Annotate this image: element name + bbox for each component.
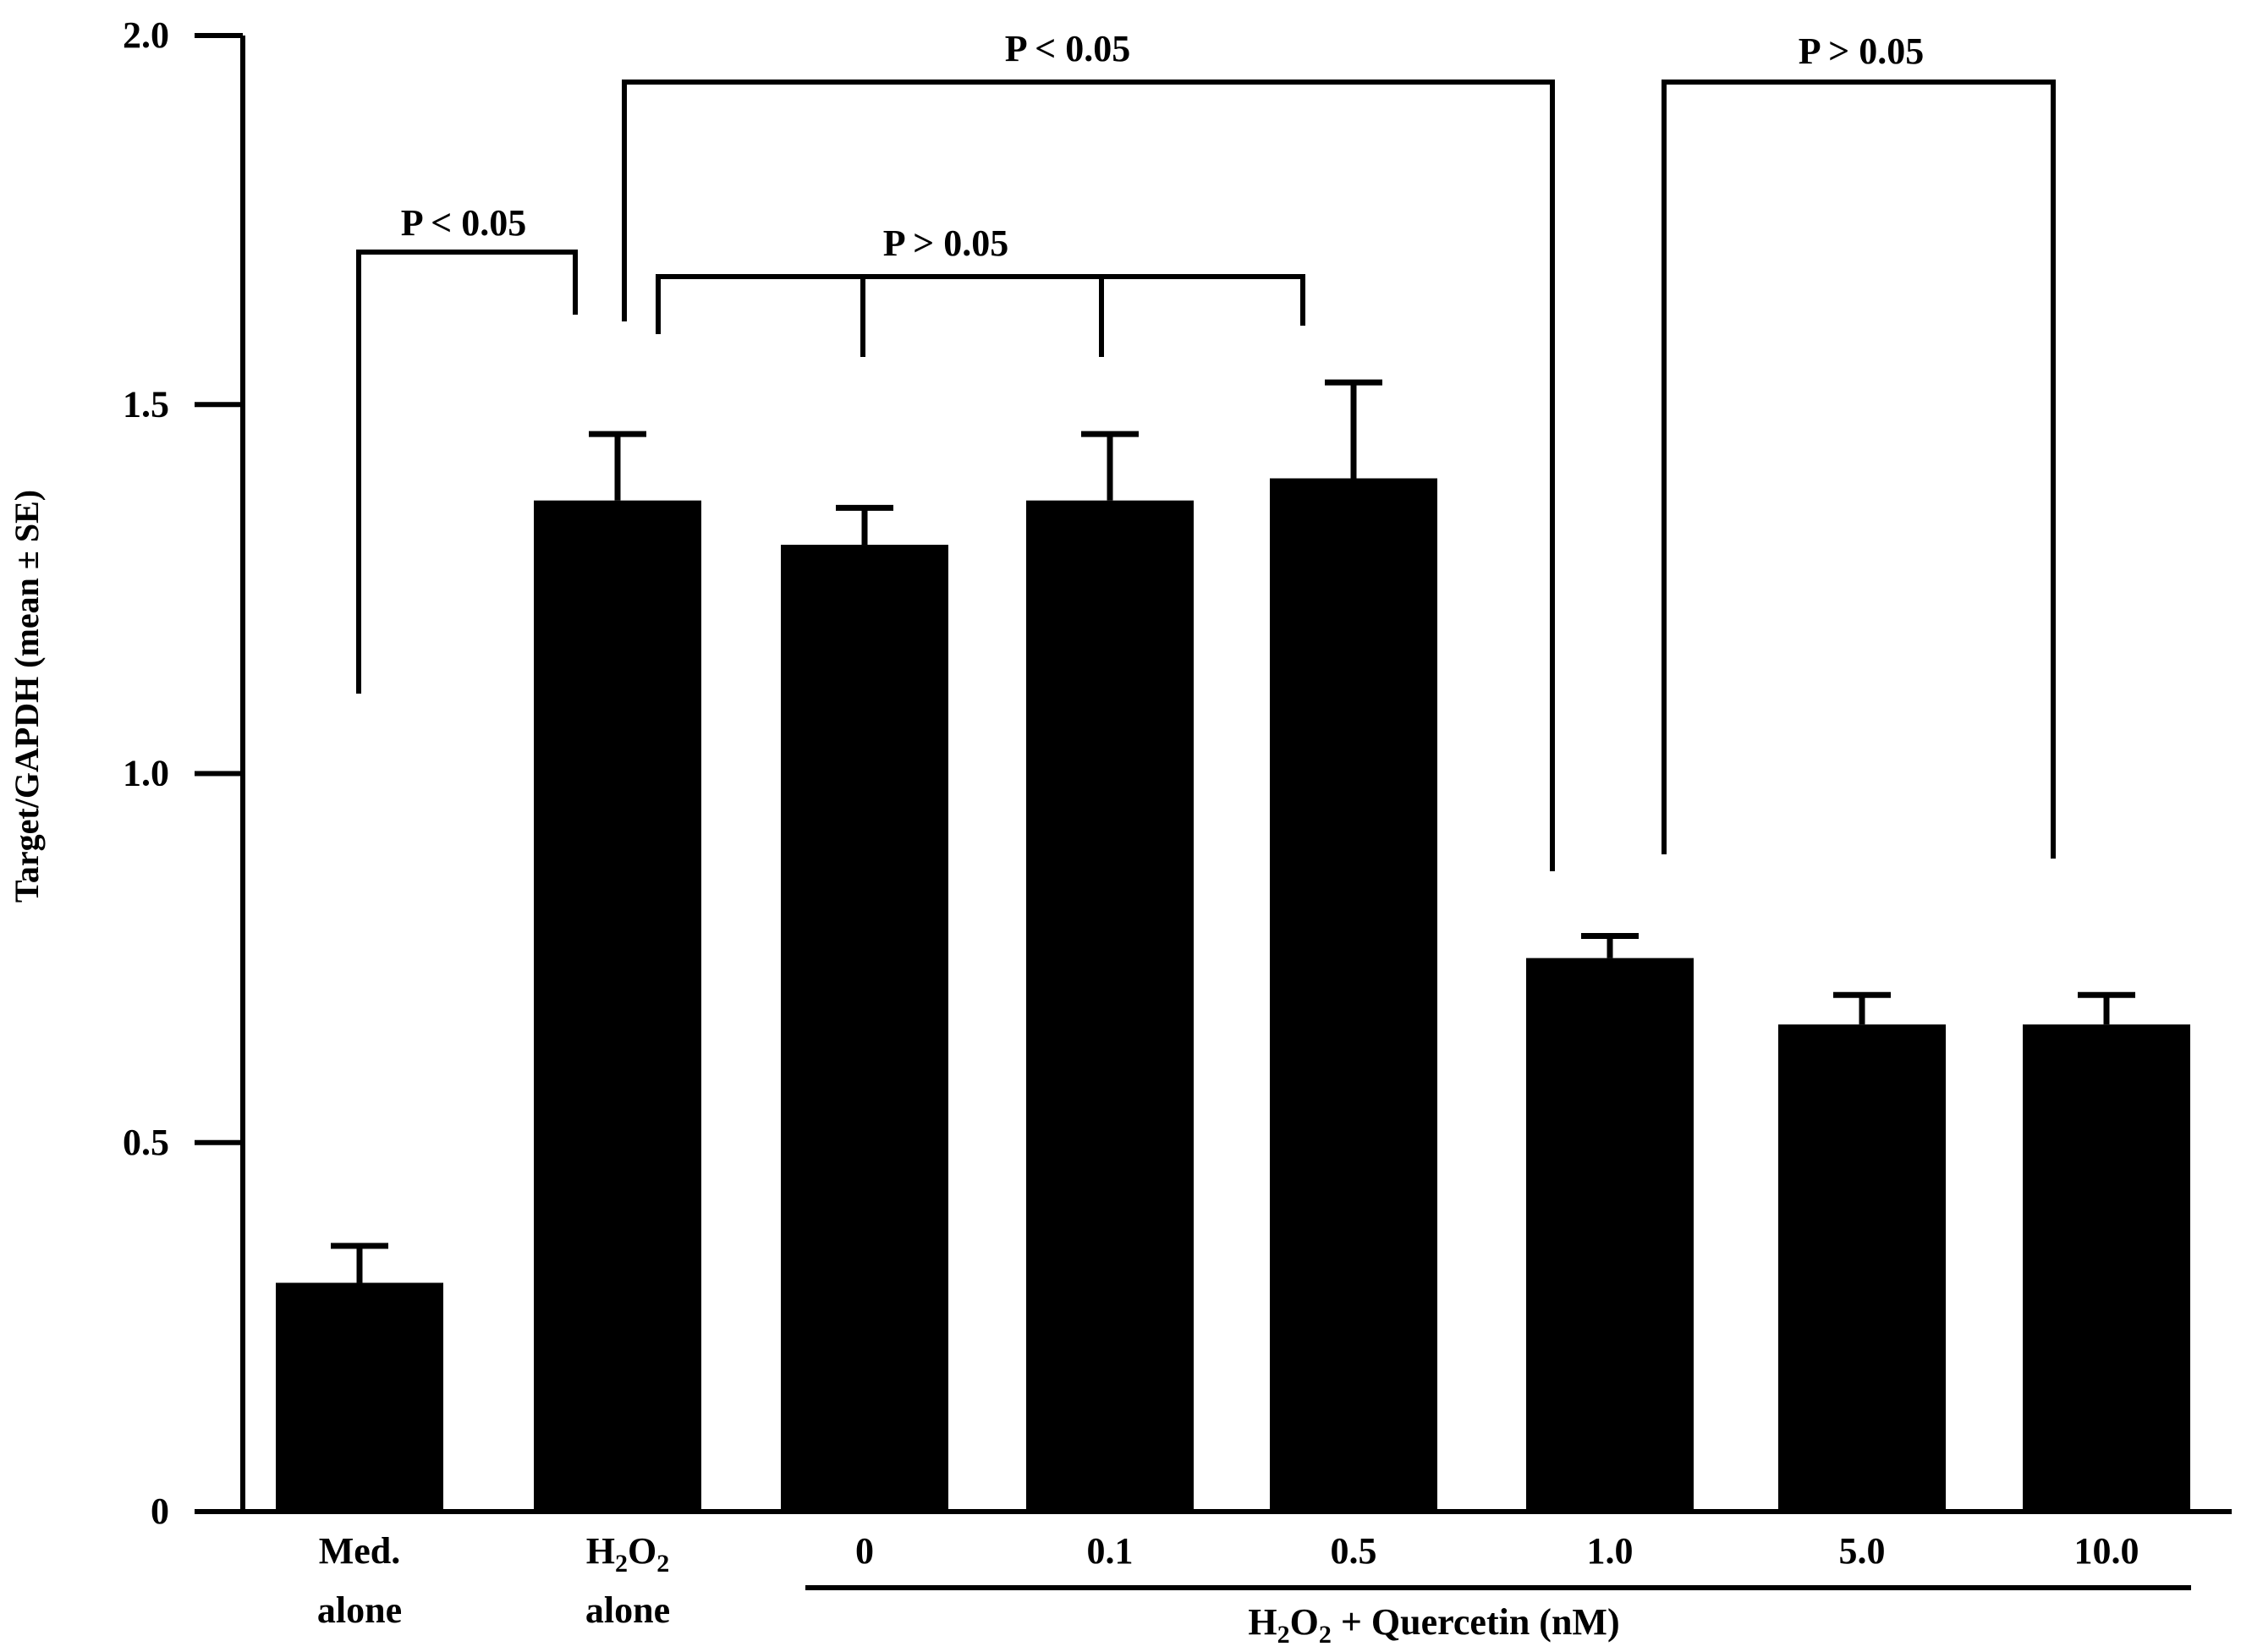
bracket-h2o2-vs-1nM [622,80,1555,871]
error-bars [331,379,2135,1283]
x-tick-label: 0.5 [1331,1530,1377,1572]
x-tick-label: 5.0 [1839,1530,1886,1572]
x-tick-label: 1.0 [1587,1530,1634,1572]
x-tick-label-line2: alone [585,1589,670,1631]
bracket-med-vs-h2o2 [356,250,578,694]
bracket-h2o2-to-05nM [656,274,1305,357]
error-bar [1581,932,1639,958]
y-tick-label: 0 [151,1490,169,1532]
y-tick-label: 1.0 [123,753,169,794]
x-tick-label: 10.0 [2074,1530,2139,1572]
bracket-1nM-to-10nM [1662,80,2056,859]
bar [1526,958,1694,1512]
error-bar [1081,431,1139,501]
y-ticks: 0 0.5 1.0 1.5 2.0 [123,14,243,1532]
group-label: H2O2 + Quercetin (nM) [1248,1601,1619,1649]
significance-brackets: P < 0.05 P < 0.05 P > 0.05 P > 0.05 [356,28,2056,871]
bar [1778,1024,1946,1512]
x-tick-label: H2O2 [586,1530,669,1578]
y-axis-label: Target/GAPDH (mean ± SE) [8,490,46,903]
error-bar [589,431,646,501]
bar [534,500,701,1512]
p-value-label: P < 0.05 [401,202,527,244]
error-bar [836,504,893,546]
error-bar [2078,991,2135,1025]
x-tick-labels: Med. alone H2O2 alone 0 0.1 0.5 1.0 5.0 10.0 [317,1530,2139,1631]
y-tick-label: 0.5 [123,1122,169,1163]
p-value-label: P < 0.05 [1005,28,1131,69]
bars [276,478,2190,1512]
bar [1026,500,1194,1512]
error-bar [1325,379,1382,479]
x-tick-label: 0 [855,1530,874,1572]
error-bar [1833,991,1891,1025]
x-tick-label: 0.1 [1087,1530,1134,1572]
error-bar [331,1243,388,1283]
p-value-label: P > 0.05 [883,222,1009,264]
y-tick-label: 2.0 [123,14,169,56]
p-value-label: P > 0.05 [1799,30,1925,72]
x-tick-label: Med. [319,1530,401,1572]
bar [781,545,948,1512]
bar [276,1282,443,1512]
bar [2023,1024,2190,1512]
bar [1270,478,1437,1512]
x-tick-label-line2: alone [317,1589,402,1631]
y-tick-label: 1.5 [123,383,169,425]
